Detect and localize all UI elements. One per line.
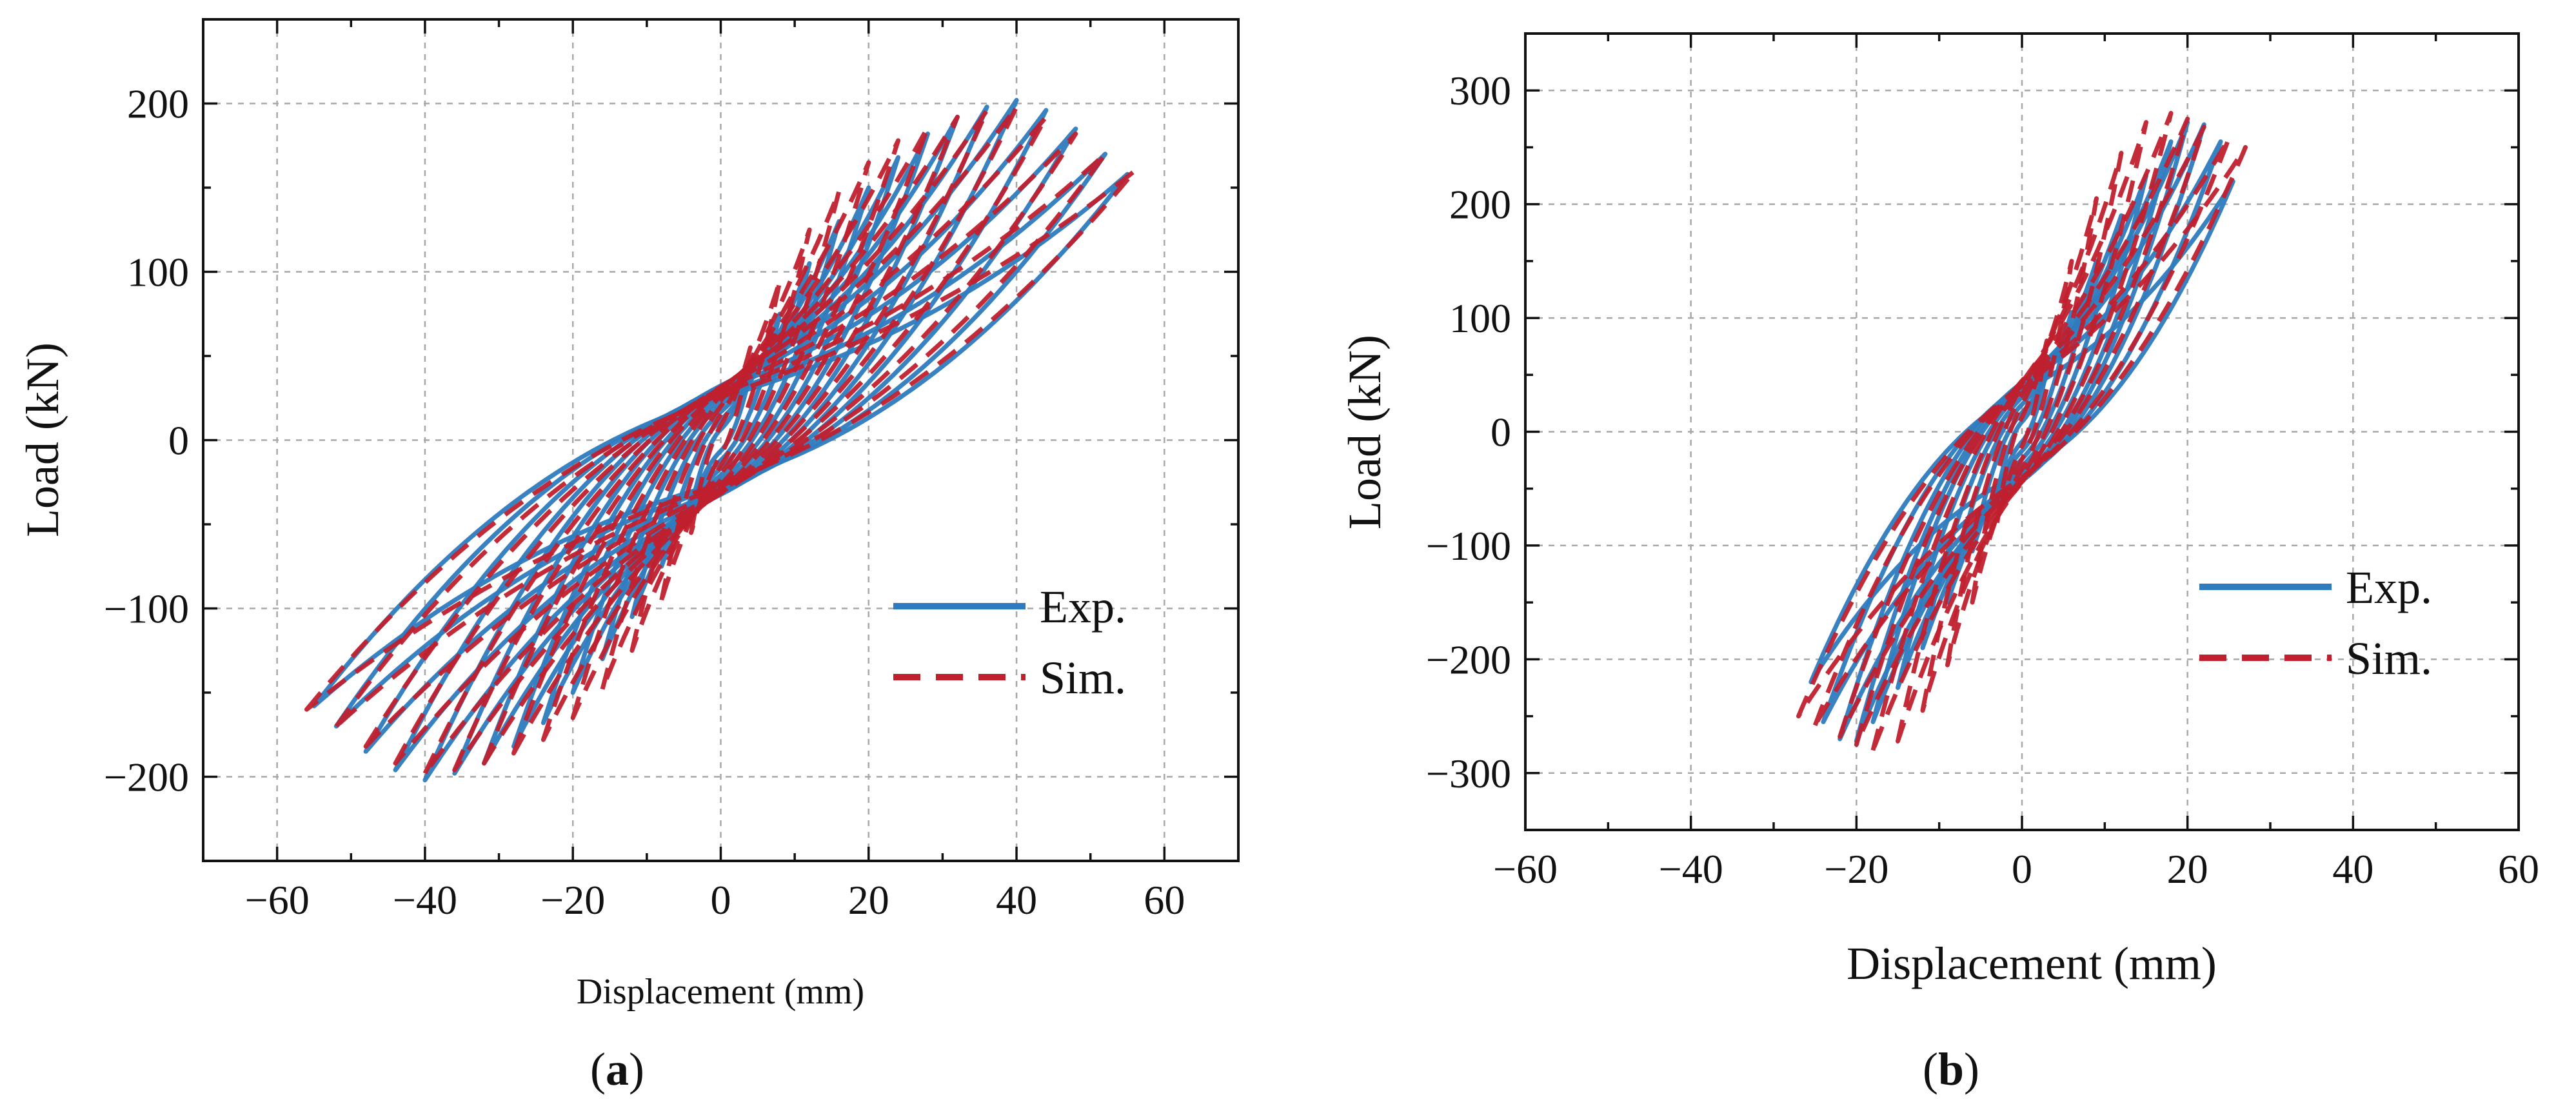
chart-a-sim-loop [482, 114, 960, 766]
chart-a-curves [304, 97, 1137, 783]
chart-b-y-axis-title: Load (kN) [1339, 335, 1391, 529]
chart-b-x-axis-title: Displacement (mm) [1847, 938, 2217, 989]
chart-b-xtick-label: 20 [2167, 846, 2208, 892]
chart-a-panel-label: (a) [590, 1043, 644, 1095]
chart-b-sim-loop [1945, 196, 2099, 667]
chart-a-legend-label-sim: Sim. [1040, 652, 1126, 704]
chart-a-sim-loop [333, 152, 1108, 729]
chart-b-sim-loop [1796, 144, 2248, 719]
chart-a-xtick-label: 40 [996, 877, 1037, 923]
chart-a-xtick-label: −60 [245, 877, 310, 923]
chart-a-legend-label-exp: Exp. [1040, 581, 1126, 633]
chart-a-sim-loop [570, 160, 871, 720]
chart-a-grid [203, 19, 1238, 861]
chart-a-xtick-label: −20 [540, 877, 605, 923]
chart-b-ytick-label: 300 [1449, 68, 1511, 113]
chart-b-xtick-label: 0 [2012, 846, 2032, 892]
chart-a-ytick-label: 100 [127, 250, 189, 295]
chart-a-xtick-label: 60 [1144, 877, 1185, 923]
chart-a-ytick-label: 0 [168, 418, 189, 464]
chart-b: −60 −40 −20 0 20 40 60 −300 −200 −100 0 … [1339, 32, 2539, 1095]
chart-b-ytick-label: −100 [1426, 523, 1511, 569]
chart-a-exp-loop [393, 108, 1049, 773]
chart-b-xtick-label: 40 [2332, 846, 2373, 892]
chart-b-xtick-label: −60 [1493, 846, 1558, 892]
chart-a-ticks [202, 18, 1240, 862]
chart-b-sim-loop [1812, 135, 2232, 728]
chart-b-sim-loop [1870, 111, 2174, 753]
chart-b-ytick-label: −200 [1426, 636, 1511, 682]
chart-b-ytick-label: 100 [1449, 295, 1511, 341]
chart-b-legend-label-exp: Exp. [2346, 562, 2432, 613]
chart-a: −60 −40 −20 0 20 40 60 −200 −100 0 100 2… [17, 18, 1240, 1095]
chart-b-legend-label-sim: Sim. [2346, 633, 2432, 684]
chart-b-legend: Exp. Sim. [2199, 562, 2432, 684]
chart-b-sim-loop [1854, 116, 2190, 747]
chart-b-sim-loop [1995, 338, 2049, 526]
chart-a-sim-loop [689, 345, 753, 535]
chart-a-sim-loop [304, 168, 1137, 712]
chart-b-sim-loop [1838, 124, 2206, 739]
chart-a-legend: Exp. Sim. [893, 581, 1126, 704]
chart-a-xtick-label: 0 [711, 877, 731, 923]
chart-a-sim-loop [422, 104, 1019, 776]
chart-a-y-axis-title: Load (kN) [17, 342, 68, 537]
chart-b-xtick-label: −20 [1824, 846, 1888, 892]
chart-a-sim-loop [393, 114, 1049, 766]
chart-a-sim-loop [363, 132, 1078, 749]
chart-b-xtick-label: 60 [2498, 846, 2539, 892]
chart-a-sim-loop [511, 124, 930, 756]
chart-b-grid [1524, 34, 2520, 830]
chart-b-xtick-label: −40 [1659, 846, 1723, 892]
chart-a-sim-loop [540, 138, 901, 742]
chart-a-ytick-label: −100 [104, 586, 189, 632]
chart-b-ticks [1524, 32, 2520, 831]
chart-a-xtick-label: −40 [393, 877, 457, 923]
chart-a-exp-loop [422, 97, 1019, 783]
chart-a-ytick-label: −200 [104, 755, 189, 800]
chart-a-sim-loop [452, 108, 989, 773]
chart-b-ytick-label: 0 [1491, 409, 1511, 455]
chart-b-ytick-label: 200 [1449, 182, 1511, 228]
chart-b-sim-loop [1920, 150, 2124, 713]
chart-b-sim-loop [1896, 120, 2148, 744]
chart-b-curves [1796, 111, 2248, 753]
chart-a-xtick-label: 20 [848, 877, 889, 923]
chart-b-ytick-label: −300 [1426, 751, 1511, 796]
chart-b-panel-label: (b) [1923, 1043, 1979, 1095]
chart-a-ytick-label: 200 [127, 81, 189, 127]
chart-a-x-axis-title: Displacement (mm) [577, 972, 864, 1012]
